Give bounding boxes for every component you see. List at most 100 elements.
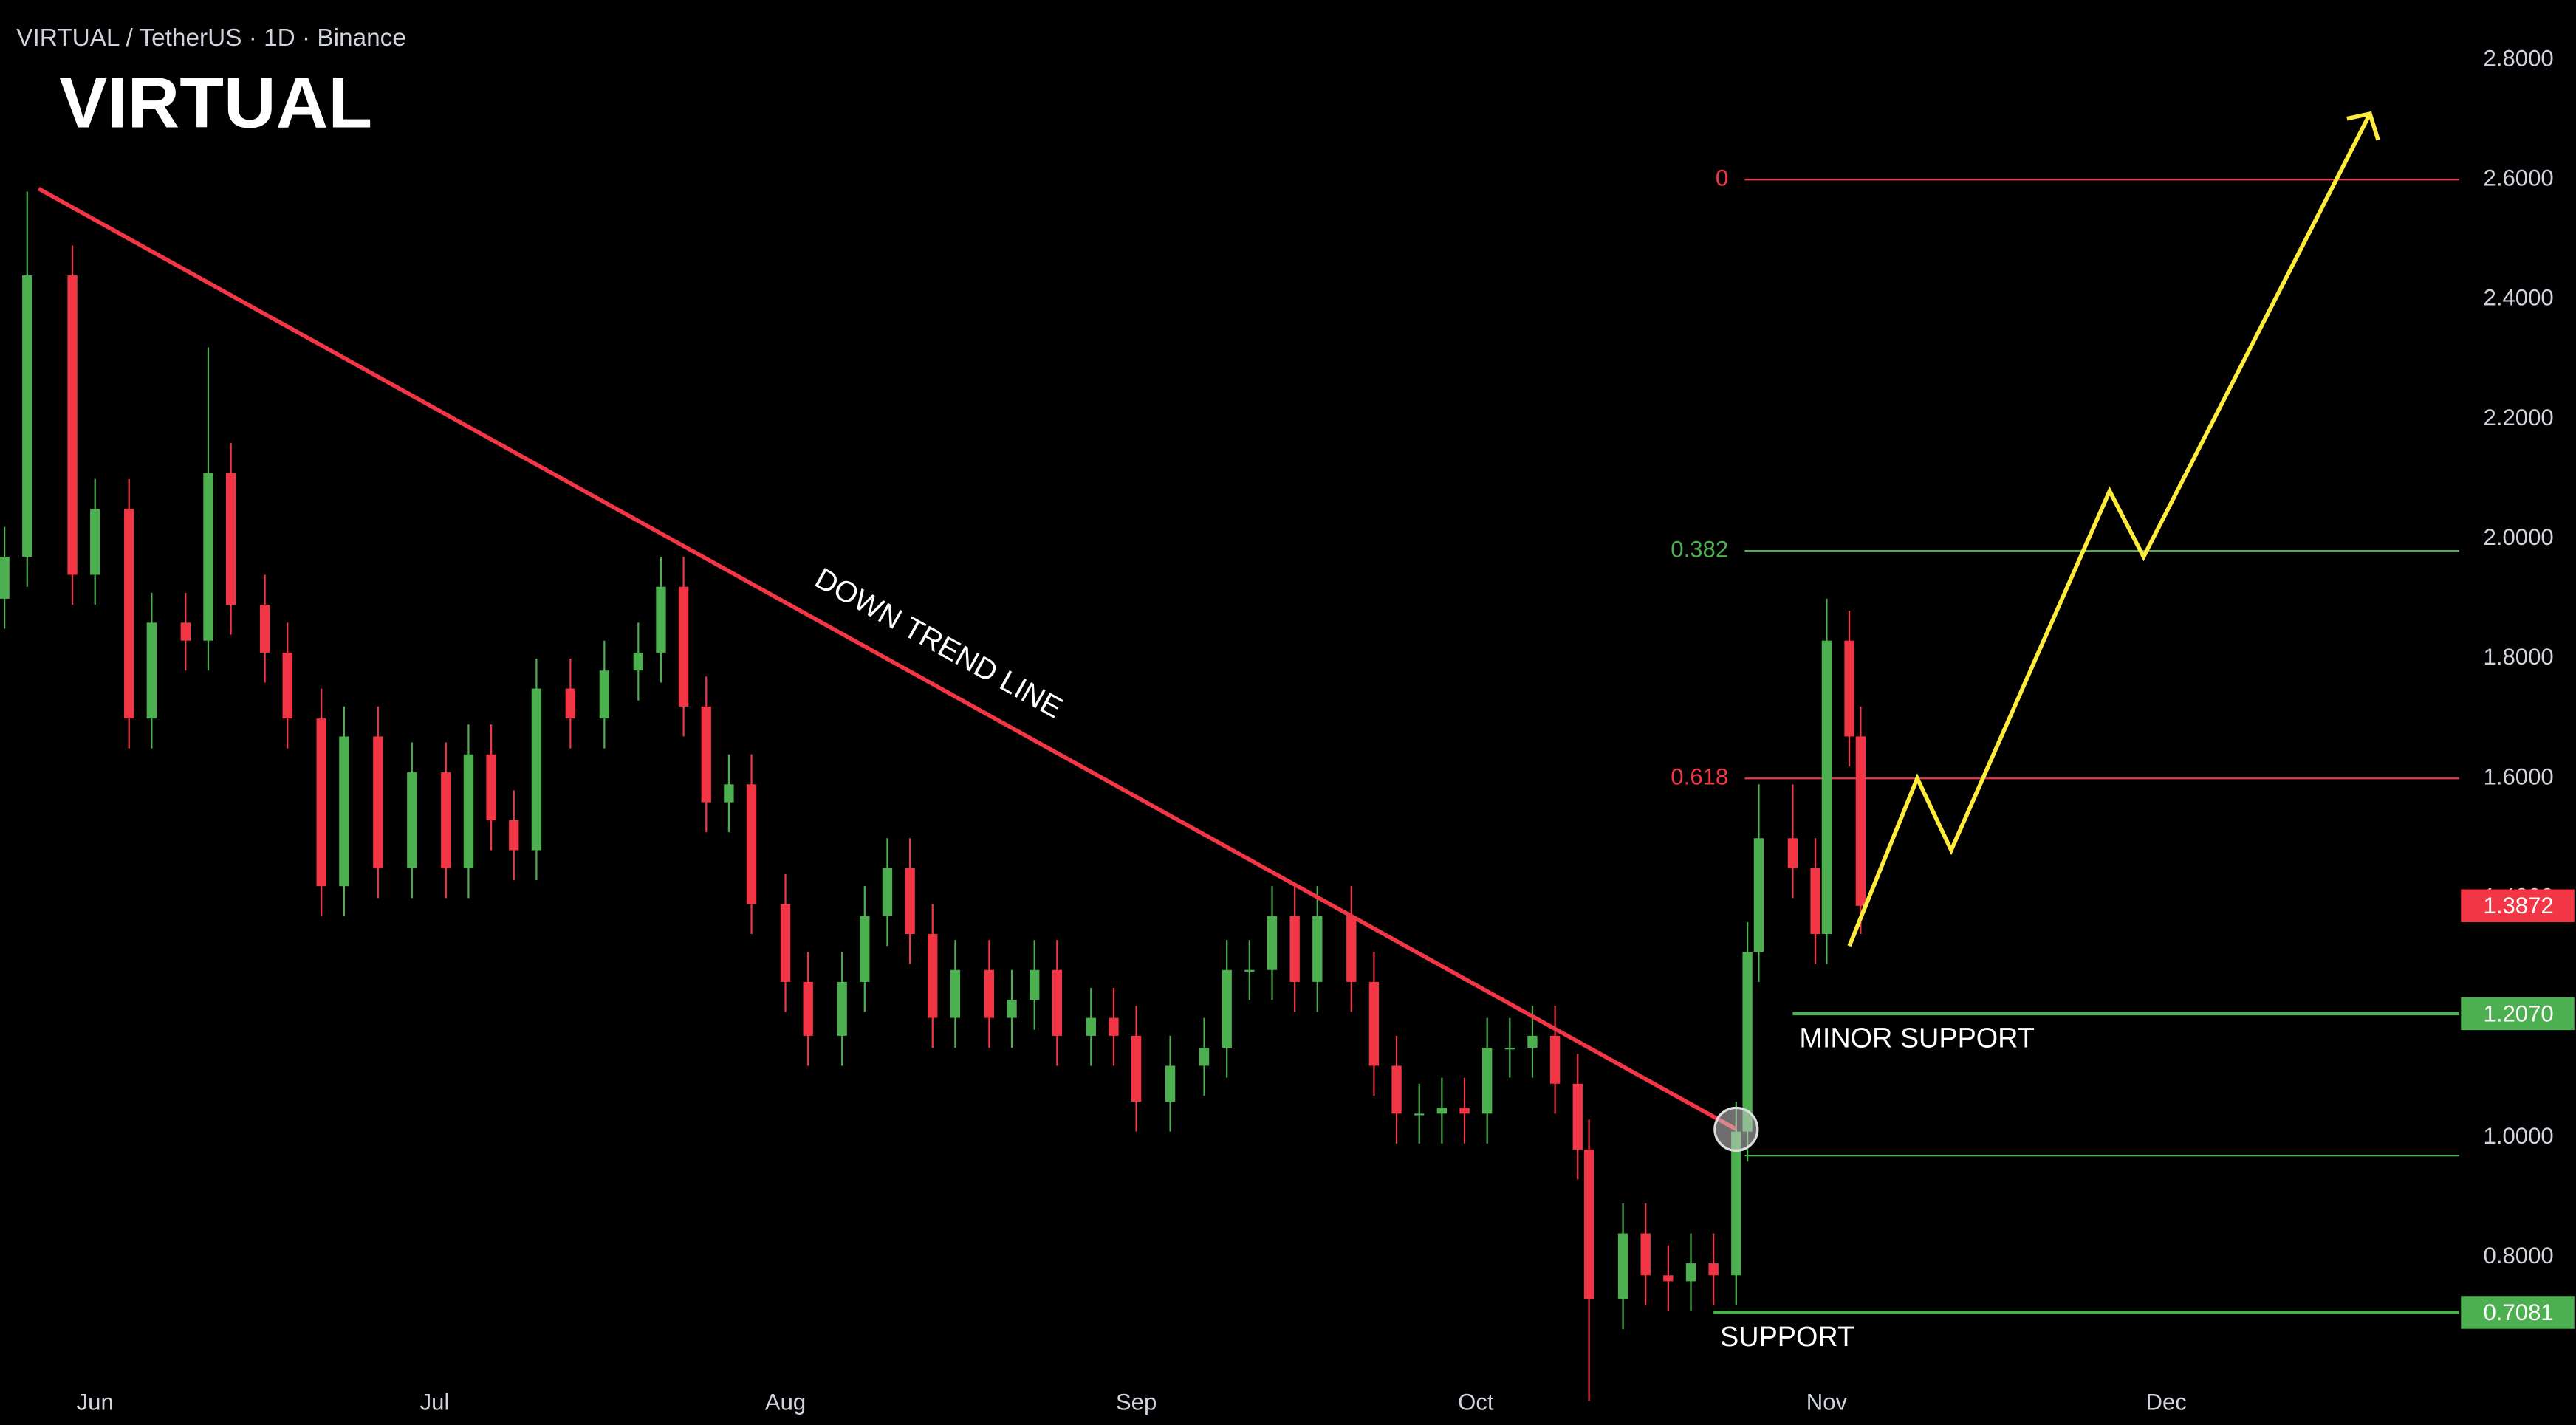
breakout-marker	[1713, 1106, 1759, 1152]
x-tick-label: Jul	[420, 1389, 450, 1415]
candle-body	[1617, 1233, 1628, 1299]
candle-body	[1663, 1275, 1674, 1282]
y-tick-label: 2.4000	[2484, 285, 2554, 311]
candle-body	[373, 736, 383, 868]
y-tick-label: 1.8000	[2484, 644, 2554, 670]
candle-body	[1549, 1035, 1561, 1084]
candle-body	[882, 868, 893, 916]
support-label: MINOR SUPPORT	[1799, 1023, 2035, 1054]
candle-body	[1742, 952, 1753, 1132]
symbol-header: VIRTUAL / TetherUS · 1D · Binance	[16, 24, 406, 52]
candle-body	[746, 784, 757, 904]
last-price-label: 1.3872	[2484, 893, 2554, 918]
candle-body	[0, 557, 10, 599]
candle-body	[780, 904, 791, 982]
candle-body	[1572, 1083, 1583, 1150]
candle-body	[90, 509, 100, 575]
x-tick-label: Jun	[77, 1389, 114, 1415]
candle-body	[486, 754, 496, 820]
support-label: SUPPORT	[1720, 1322, 1854, 1353]
y-tick-label: 2.8000	[2484, 45, 2554, 71]
candle-body	[1289, 916, 1300, 982]
candle-body	[1052, 969, 1063, 1036]
candle-body	[633, 652, 643, 671]
candle-body	[1346, 916, 1357, 982]
candle-body	[1481, 1048, 1493, 1114]
candle-body	[1810, 868, 1820, 935]
candle-body	[407, 772, 417, 868]
candle-body	[656, 586, 666, 653]
candle-body	[860, 916, 870, 982]
candle-body	[1504, 1048, 1515, 1050]
fib-label: 0	[1716, 165, 1728, 191]
candle-body	[531, 688, 542, 851]
candle-body	[1436, 1108, 1448, 1114]
candle-body	[1267, 916, 1278, 970]
candle-body	[1391, 1065, 1402, 1114]
candle-body	[1459, 1108, 1470, 1114]
candle-body	[1844, 640, 1854, 737]
candle-body	[950, 969, 961, 1018]
candle-body	[316, 718, 326, 887]
candle-body	[1821, 640, 1832, 935]
y-tick-label: 1.0000	[2484, 1123, 2554, 1149]
candle-body	[724, 784, 734, 803]
candle-body	[124, 509, 134, 719]
candle-body	[1131, 1035, 1142, 1102]
fib-label: 0.382	[1671, 536, 1728, 562]
candle-body	[1030, 969, 1040, 1000]
candle-body	[67, 275, 78, 575]
price-tag-label: 0.7081	[2484, 1299, 2554, 1325]
candle-body	[1855, 736, 1866, 906]
x-tick-label: Oct	[1458, 1389, 1494, 1415]
candle-body	[1731, 1131, 1741, 1276]
candle-body	[1708, 1263, 1719, 1276]
candle-body	[225, 473, 236, 605]
chart-title: VIRTUAL	[59, 62, 372, 143]
x-tick-label: Sep	[1116, 1389, 1157, 1415]
y-tick-label: 2.2000	[2484, 405, 2554, 430]
candle-body	[441, 772, 451, 868]
candle-body	[1527, 1035, 1538, 1048]
trend-line	[37, 187, 1738, 1131]
candle-body	[339, 736, 349, 887]
candle-body	[1222, 969, 1232, 1048]
y-tick-label: 0.8000	[2484, 1243, 2554, 1268]
fib-label: 0.618	[1671, 763, 1728, 789]
candle-body	[1583, 1149, 1594, 1299]
candle-body	[1109, 1017, 1119, 1036]
candle-body	[509, 820, 519, 851]
last-price-tag	[2461, 889, 2575, 923]
candle-body	[928, 934, 938, 1018]
candle-body	[1244, 969, 1255, 972]
y-tick-label: 2.0000	[2484, 524, 2554, 550]
candle-body	[282, 652, 292, 719]
x-tick-label: Dec	[2145, 1389, 2186, 1415]
candle-body	[701, 706, 711, 803]
candle-body	[22, 275, 32, 557]
candle-body	[1086, 1017, 1096, 1036]
candle-body	[1007, 1000, 1017, 1018]
candle-body	[1685, 1263, 1696, 1282]
candle-body	[565, 688, 576, 719]
price-tag	[2461, 1296, 2575, 1329]
candle-body	[463, 754, 474, 868]
y-tick-label: 1.6000	[2484, 763, 2554, 789]
candle-body	[837, 981, 847, 1036]
y-tick-label: 2.6000	[2484, 165, 2554, 191]
price-tag	[2461, 997, 2575, 1031]
candle-body	[1199, 1048, 1210, 1066]
candle-body	[984, 969, 995, 1018]
candle-body	[678, 586, 689, 707]
projection-arrowhead	[2346, 111, 2380, 141]
candle-body	[1414, 1113, 1425, 1116]
candle-body	[803, 981, 813, 1036]
candle-body	[1368, 981, 1380, 1066]
candle-body	[599, 670, 610, 719]
candle-body	[146, 622, 157, 719]
candle-body	[259, 605, 270, 653]
candle-body	[203, 473, 213, 641]
x-tick-label: Nov	[1806, 1389, 1848, 1415]
